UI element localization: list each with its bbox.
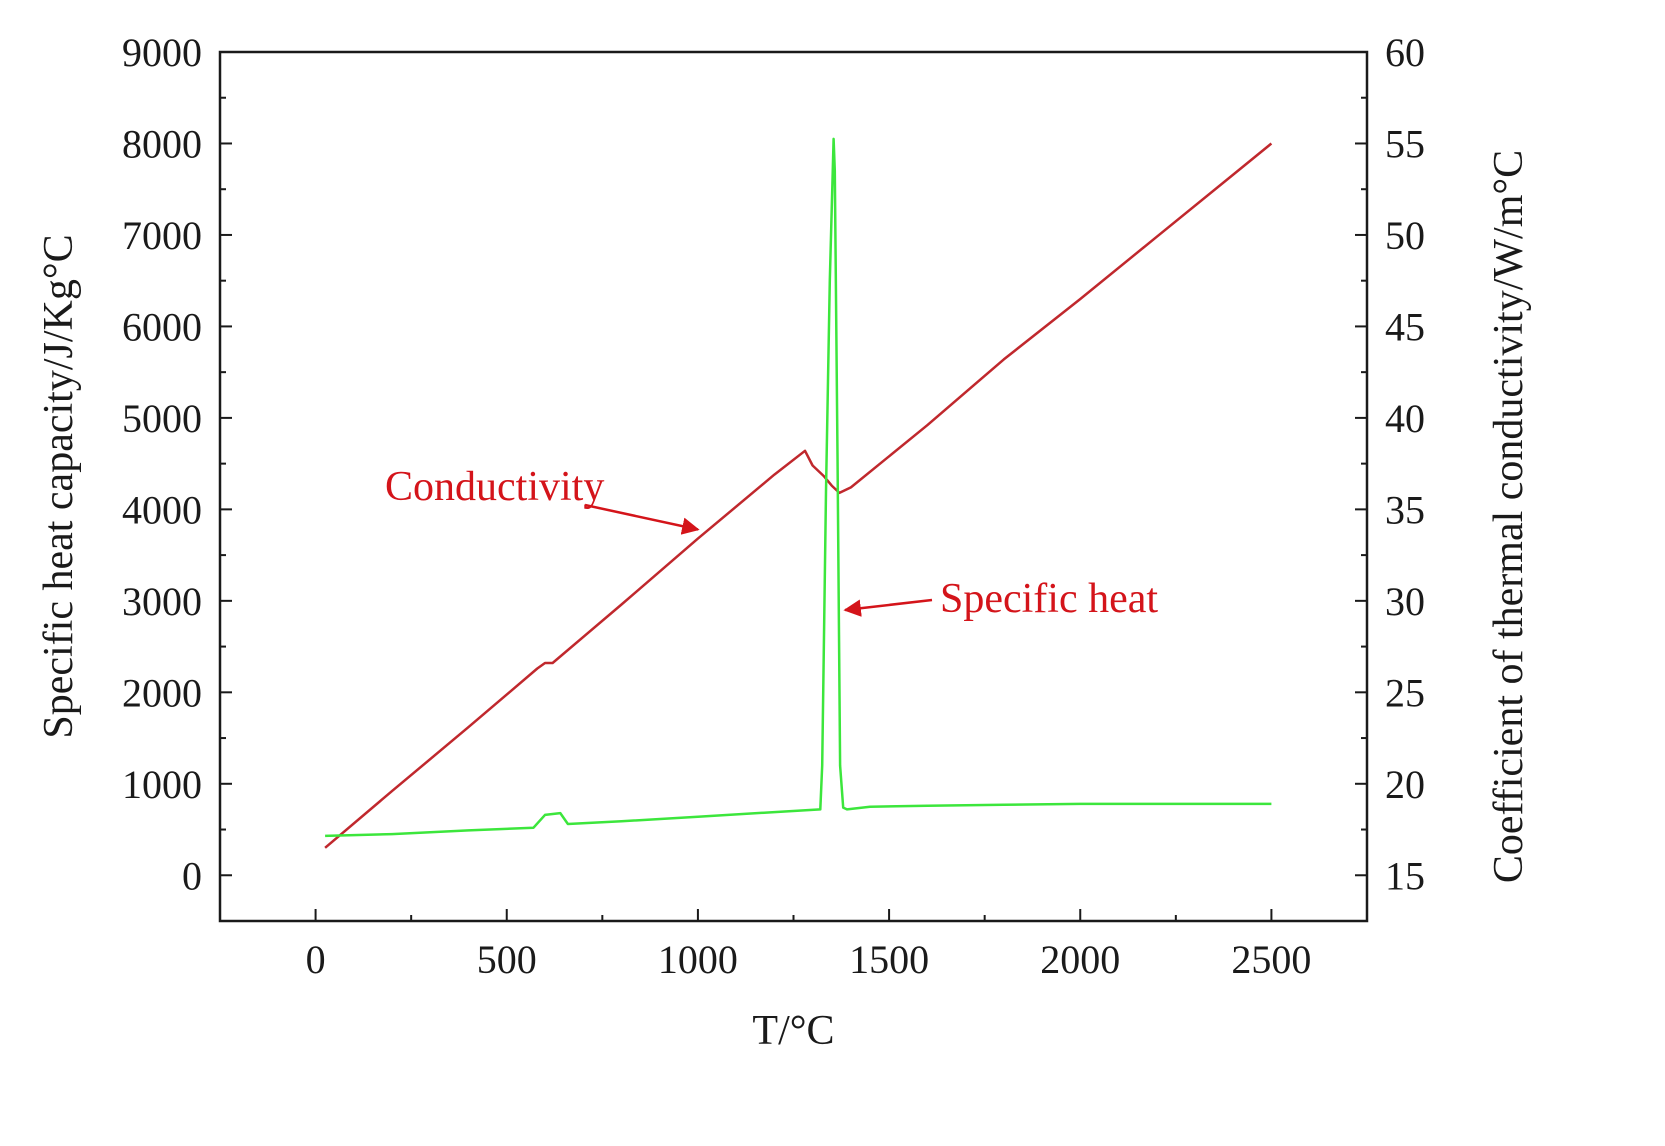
y-left-tick-label: 8000 (122, 121, 202, 166)
y-right-tick-label: 15 (1385, 853, 1425, 898)
y-left-tick-label: 0 (182, 853, 202, 898)
x-tick-label: 1500 (849, 937, 929, 982)
x-tick-label: 500 (477, 937, 537, 982)
y-right-tick-label: 20 (1385, 762, 1425, 807)
y-right-tick-label: 30 (1385, 579, 1425, 624)
y-left-tick-label: 9000 (122, 30, 202, 75)
y-right-tick-label: 60 (1385, 30, 1425, 75)
y-right-tick-label: 25 (1385, 670, 1425, 715)
y-left-tick-label: 5000 (122, 396, 202, 441)
series-line-specific-heat (325, 137, 1272, 838)
y-left-tick-label: 4000 (122, 487, 202, 532)
annotation-label: Specific heat (940, 576, 1158, 622)
y-left-tick-label: 2000 (122, 670, 202, 715)
y-right-tick-label: 35 (1385, 487, 1425, 532)
y-left-tick-label: 1000 (122, 762, 202, 807)
x-tick-label: 2500 (1231, 937, 1311, 982)
x-tick-label: 2000 (1040, 937, 1120, 982)
y-left-tick-label: 6000 (122, 304, 202, 349)
y-right-tick-label: 40 (1385, 396, 1425, 441)
x-axis-title: T/°C (752, 1008, 834, 1054)
y-left-tick-label: 7000 (122, 213, 202, 258)
annotation-arrow (843, 598, 933, 617)
x-tick-label: 0 (306, 937, 326, 982)
y-right-tick-label: 50 (1385, 213, 1425, 258)
y-left-tick-label: 3000 (122, 579, 202, 624)
y-right-tick-label: 45 (1385, 304, 1425, 349)
x-tick-label: 1000 (658, 937, 738, 982)
y-right-tick-label: 55 (1385, 121, 1425, 166)
y-axis-title-right: Coefficient of thermal conductivity/W/m°… (1486, 150, 1532, 883)
annotation-arrow (584, 503, 700, 535)
series-line-conductivity (324, 142, 1273, 849)
y-axis-title-left: Specific heat capacity/J/Kg°C (36, 234, 82, 738)
annotation-label: Conductivity (385, 464, 604, 510)
